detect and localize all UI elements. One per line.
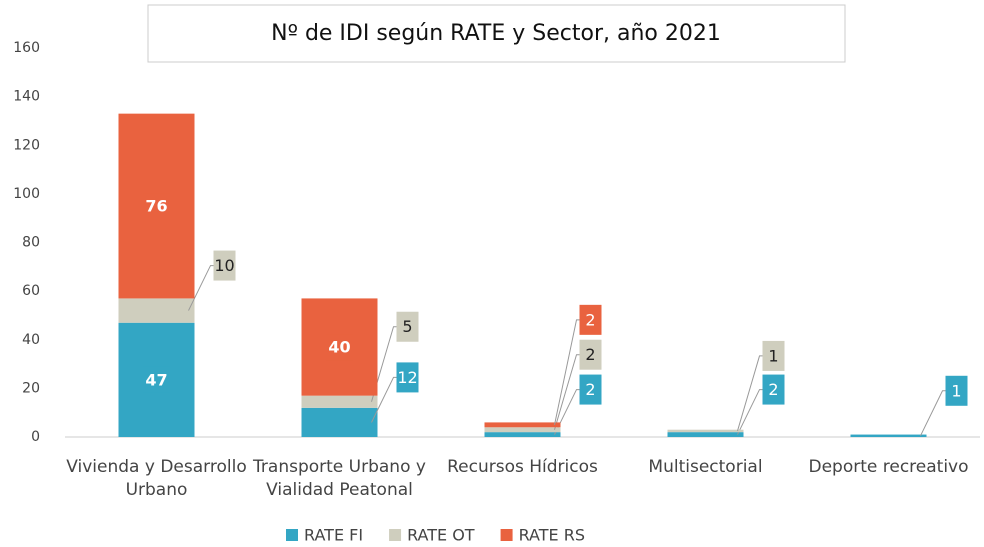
data-label: 47 (145, 370, 167, 389)
x-tick-label: Vivienda y Desarrollo Urbano (66, 457, 247, 500)
leader-line (188, 265, 214, 311)
data-label: 1 (951, 381, 961, 400)
legend-label: RATE RS (519, 526, 585, 545)
y-tick-label: 80 (22, 235, 40, 251)
bar-segment (484, 427, 561, 433)
data-label-box (142, 366, 171, 393)
chart-title: Nº de IDI según RATE y Sector, año 2021 (271, 21, 721, 46)
data-label-box (142, 193, 171, 220)
data-label-box (579, 304, 602, 335)
y-tick-label: 60 (22, 283, 40, 299)
leader-line (737, 355, 763, 432)
data-label: 12 (397, 368, 417, 387)
data-label-box (325, 334, 354, 361)
bar-segment (667, 432, 744, 437)
leader-line (371, 376, 397, 423)
y-tick-label: 100 (13, 186, 40, 202)
data-label: 1 (768, 346, 778, 365)
x-tick-label: Multisectorial (648, 457, 763, 477)
leader-line (371, 326, 397, 402)
y-tick-label: 160 (13, 40, 40, 56)
data-label: 5 (402, 317, 412, 336)
bar-segment (850, 434, 927, 437)
legend-swatch (286, 529, 298, 541)
data-label-box (579, 374, 602, 405)
bar-segment (301, 395, 378, 408)
x-tick-label: Deporte recreativo (808, 457, 969, 477)
data-label-box (762, 374, 785, 405)
data-label: 2 (585, 380, 595, 399)
bar-segment (484, 432, 561, 437)
data-label: 76 (145, 197, 167, 216)
legend-label: RATE OT (407, 526, 475, 545)
data-label: 10 (214, 256, 234, 275)
x-tick-label: Recursos Hídricos (447, 457, 598, 477)
data-label-box (762, 340, 785, 371)
bar-segment (118, 298, 195, 323)
title-box (147, 4, 846, 63)
leader-line (554, 389, 580, 435)
y-tick-label: 120 (13, 137, 40, 153)
data-label: 2 (585, 345, 595, 364)
leader-line (920, 390, 946, 437)
leader-line (737, 389, 763, 435)
data-label: 2 (585, 310, 595, 329)
data-label: 2 (768, 380, 778, 399)
y-tick-label: 40 (22, 332, 40, 348)
leader-line (554, 354, 580, 430)
x-tick-label: Transporte Urbano y Vialidad Peatonal (253, 457, 426, 500)
data-label-box (579, 339, 602, 370)
bar-segment (667, 429, 744, 433)
y-tick-label: 0 (31, 429, 40, 445)
data-label: 40 (328, 338, 350, 357)
data-label-box (945, 375, 968, 406)
legend-label: RATE FI (304, 526, 363, 545)
legend-swatch (500, 529, 513, 541)
bar-segment (484, 422, 561, 428)
y-tick-label: 140 (13, 89, 40, 105)
bar-segment (301, 407, 378, 437)
data-label-box (396, 311, 419, 342)
y-tick-label: 20 (22, 380, 40, 396)
data-label-box (396, 362, 419, 393)
data-label-box (213, 250, 236, 281)
legend-swatch (389, 529, 402, 541)
leader-line (554, 319, 580, 425)
